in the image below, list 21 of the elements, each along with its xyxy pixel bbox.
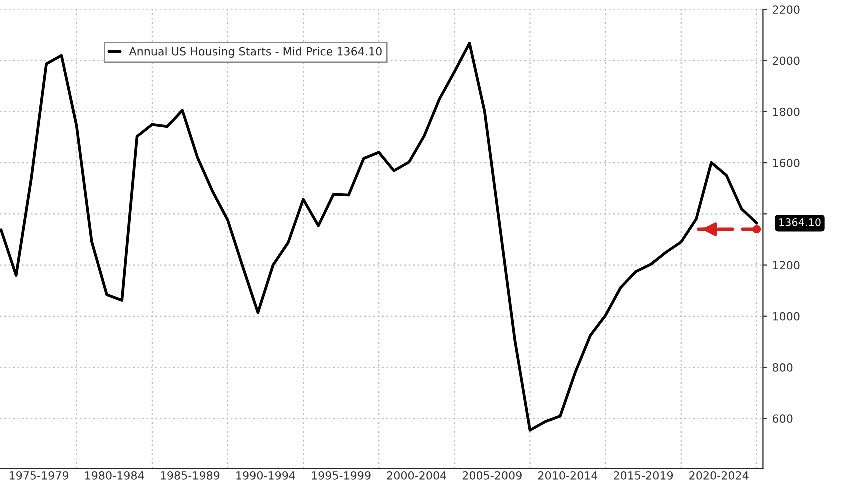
annotation: 1364.10 bbox=[780, 218, 821, 226]
line-series bbox=[0, 42, 758, 432]
y-tick-label: 600 bbox=[773, 414, 793, 424]
y-tick-label: 1200 bbox=[773, 261, 800, 270]
y-tick-label: 1800 bbox=[773, 108, 800, 116]
x-tick-label: 2000-2004 bbox=[387, 471, 446, 480]
x-tick-label: 1995-1999 bbox=[312, 471, 371, 480]
x-tick-label: 2010-2014 bbox=[538, 471, 598, 480]
y-tick-label: 1600 bbox=[773, 159, 800, 168]
x-tick-label: 1980-1984 bbox=[86, 471, 144, 480]
x-tick-label: 2015-2019 bbox=[614, 471, 674, 480]
y-tick-label: 1000 bbox=[773, 312, 800, 321]
x-tick-label: 1990-1994 bbox=[236, 471, 296, 480]
x-tick-label: 2005-2009 bbox=[462, 471, 522, 480]
y-tick-label: 2200 bbox=[773, 6, 800, 14]
y-tick-label: 2000 bbox=[773, 56, 800, 66]
x-tick-label: 1975-1979 bbox=[10, 471, 69, 480]
x-tick-label: 1985-1989 bbox=[161, 471, 220, 480]
legend-label: Annual US Housing Starts - Mid Price 1364.10 bbox=[129, 47, 382, 58]
x-tick-label: 2020-2024 bbox=[690, 471, 749, 480]
y-tick-label: 800 bbox=[772, 364, 793, 372]
